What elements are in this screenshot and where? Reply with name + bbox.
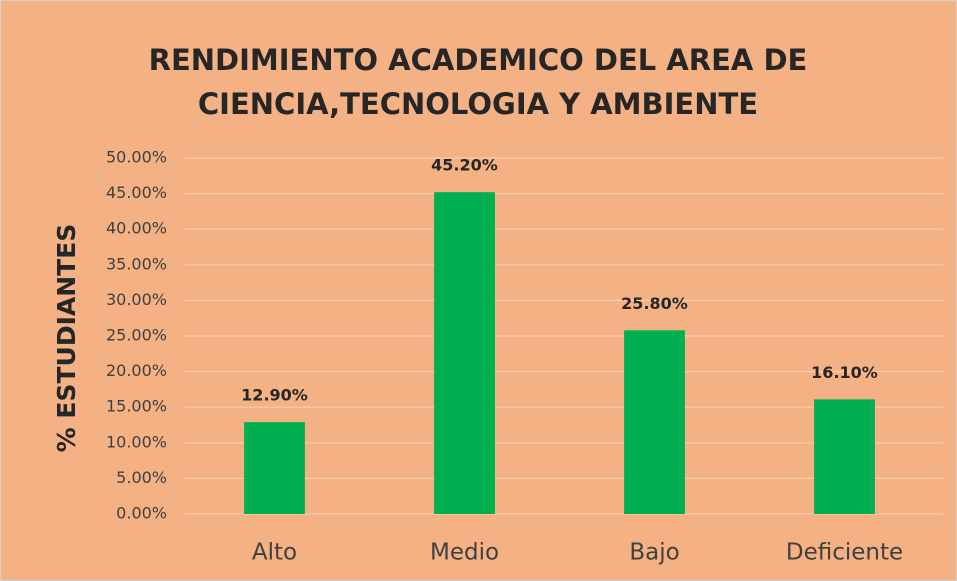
x-tick-label: Bajo	[629, 540, 679, 566]
y-tick-label: 25.00%	[106, 326, 167, 345]
x-tick-label: Medio	[430, 540, 499, 566]
x-tick-label: Deficiente	[786, 540, 903, 566]
y-tick-label: 30.00%	[106, 290, 167, 309]
data-label: 16.10%	[811, 363, 878, 382]
chart-title: RENDIMIENTO ACADEMICO DEL AREA DE	[149, 43, 808, 77]
bar	[624, 330, 685, 514]
y-tick-label: 10.00%	[106, 432, 167, 451]
data-label: 45.20%	[431, 156, 498, 175]
y-tick-label: 5.00%	[116, 468, 167, 487]
y-tick-label: 45.00%	[106, 183, 167, 202]
y-tick-label: 15.00%	[106, 397, 167, 416]
chart-title: CIENCIA,TECNOLOGIA Y AMBIENTE	[198, 87, 758, 121]
y-tick-label: 40.00%	[106, 219, 167, 238]
bar	[244, 422, 305, 514]
data-label: 12.90%	[241, 386, 308, 405]
y-tick-label: 20.00%	[106, 361, 167, 380]
y-tick-label: 35.00%	[106, 254, 167, 273]
y-tick-label: 0.00%	[116, 504, 167, 523]
bar	[814, 399, 875, 514]
data-label: 25.80%	[621, 294, 688, 313]
x-tick-label: Alto	[252, 540, 297, 566]
bar	[434, 192, 495, 514]
y-axis-label: % ESTUDIANTES	[52, 224, 81, 453]
y-tick-label: 50.00%	[106, 148, 167, 167]
